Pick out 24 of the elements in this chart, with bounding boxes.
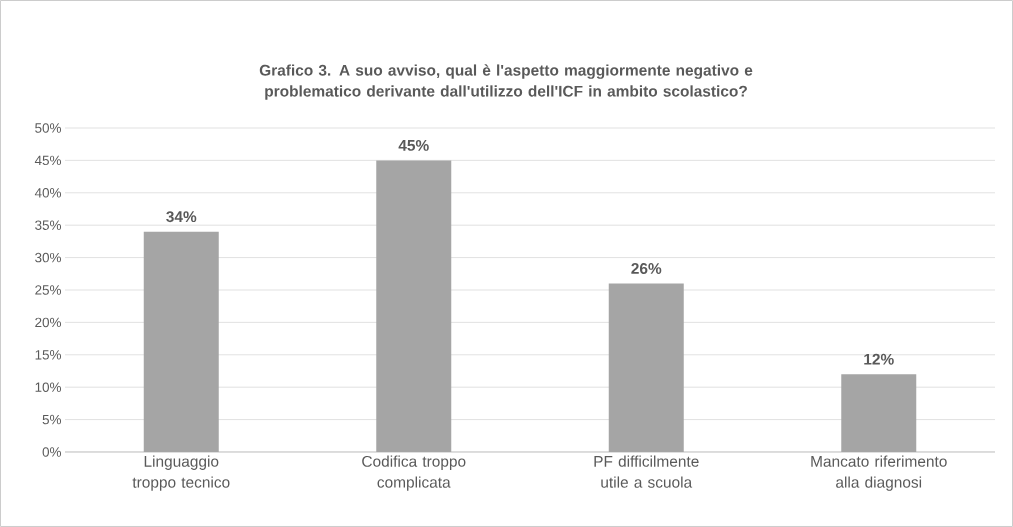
y-tick-label: 45% [34,155,62,166]
y-tick-label: 25% [35,285,62,295]
data-label: 12% [864,353,894,365]
bar [143,231,219,452]
y-tick-label: 15% [35,350,62,360]
x-tick-label: Linguaggio troppo tecnico [132,455,230,491]
y-tick-label: 5% [42,414,62,425]
bar [608,283,684,452]
data-label: 26% [631,263,662,274]
x-tick-label: Mancato riferimento alla diagnosi [811,455,947,491]
y-tick-label: 50% [35,123,62,133]
y-tick-label: 40% [34,188,62,198]
y-tick-label: 0% [42,447,62,457]
data-label: 45% [398,139,429,151]
y-tick-label: 35% [35,220,62,230]
y-tick-label: 30% [35,252,62,263]
bar [376,160,452,452]
y-tick-label: 20% [35,317,62,328]
y-tick-label: 10% [35,382,62,392]
chart-title: Grafico 3. A suo avviso, qual è l'aspetto maggiormente negativo e problematico derivante dall'utilizzo dell'ICF in ambito scolastico? [259,64,753,100]
data-label: 34% [166,211,197,223]
bar [841,374,917,452]
x-tick-label: Codifica troppo complicata [362,455,466,491]
x-tick-label: PF difficilmente utile a scuola [594,455,699,488]
